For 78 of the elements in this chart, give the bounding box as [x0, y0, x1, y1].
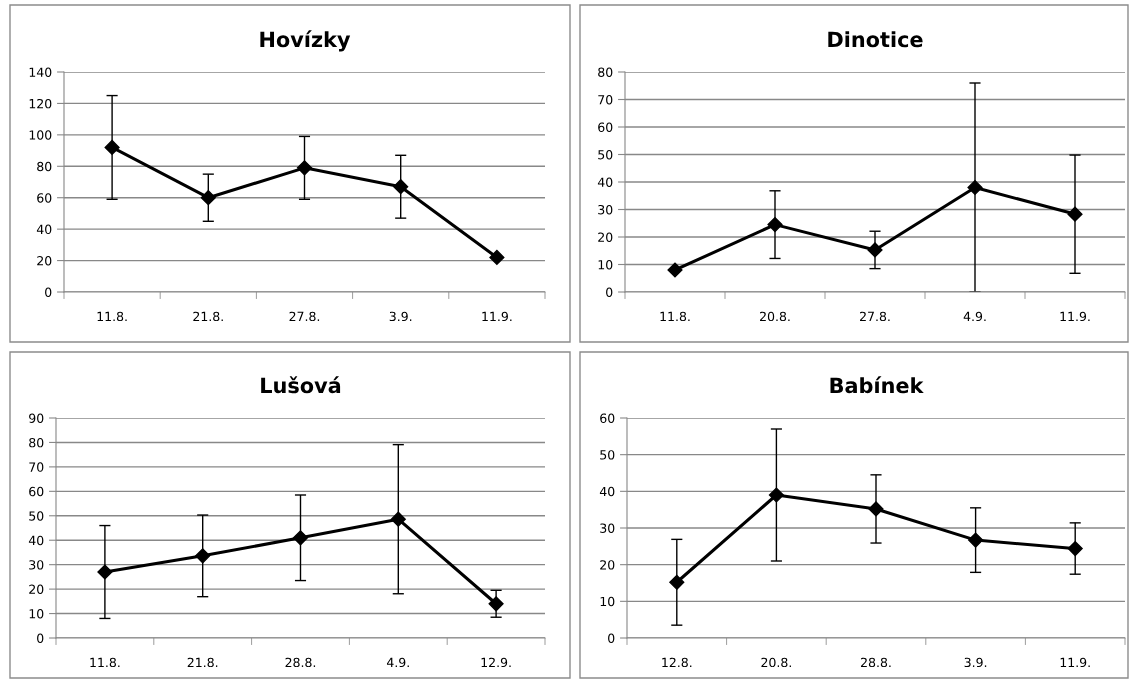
y-tick-label: 10	[600, 596, 615, 607]
chart-title: Hovízky	[260, 30, 351, 52]
point	[292, 530, 309, 546]
y-tick-label: 0	[606, 287, 613, 297]
x-tick-label: 27.8.	[289, 311, 320, 322]
x-tick-label: 12.8.	[662, 657, 692, 668]
y-tick-label: 20	[598, 232, 613, 242]
point	[667, 262, 683, 278]
y-tick-label: 10	[598, 259, 613, 270]
y-tick-label: 40	[599, 486, 615, 497]
point	[767, 217, 783, 233]
point	[195, 548, 211, 564]
x-tick-label: 11.9.	[482, 311, 512, 322]
y-tick-label: 20	[37, 256, 52, 266]
x-tick-label: 27.8.	[860, 311, 890, 322]
x-tick-label: 11.9.	[1060, 657, 1090, 668]
point	[104, 139, 120, 155]
y-tick-label: 50	[598, 149, 613, 160]
x-tick-label: 20.8.	[760, 311, 790, 322]
point	[390, 511, 406, 527]
y-tick-label: 100	[29, 130, 52, 140]
y-tick-label: 0	[608, 633, 615, 643]
y-tick-label: 30	[600, 523, 615, 533]
point	[867, 242, 883, 258]
x-tick-label: 11.8.	[90, 657, 120, 668]
y-tick-label: 0	[45, 287, 52, 297]
y-tick-label: 80	[29, 437, 44, 448]
chart-title: Dinotice	[828, 31, 923, 48]
chart-title: Lušová	[261, 376, 341, 394]
x-tick-label: 28.8.	[861, 657, 891, 668]
y-tick-label: 60	[600, 413, 615, 423]
point	[200, 190, 216, 206]
y-tick-label: 60	[598, 122, 613, 132]
y-tick-label: 80	[37, 161, 52, 172]
x-tick-label: 3.9.	[389, 311, 412, 322]
y-tick-label: 70	[29, 462, 44, 472]
x-tick-label: 11.9.	[1060, 311, 1090, 322]
y-tick-label: 0	[37, 633, 44, 643]
y-tick-label: 60	[29, 486, 44, 497]
y-tick-label: 40	[36, 224, 52, 235]
x-tick-label: 20.8.	[761, 657, 791, 668]
y-tick-label: 50	[29, 511, 44, 521]
point	[97, 564, 113, 580]
point	[669, 574, 685, 590]
y-tick-label: 50	[600, 450, 615, 460]
point	[488, 596, 504, 612]
chart-title: Babínek	[830, 376, 924, 394]
x-tick-label: 3.9.	[964, 657, 987, 668]
point	[1067, 540, 1083, 557]
point	[967, 179, 983, 196]
x-tick-label: 21.8.	[193, 311, 223, 322]
y-tick-label: 60	[37, 193, 52, 203]
x-tick-label: 4.9.	[386, 657, 409, 668]
x-tick-label: 11.8.	[97, 311, 127, 322]
point	[968, 532, 984, 548]
y-tick-label: 120	[29, 98, 52, 109]
y-tick-label: 140	[29, 67, 52, 77]
point	[768, 487, 784, 503]
point	[296, 160, 313, 176]
x-tick-label: 11.8.	[660, 311, 690, 322]
point	[393, 179, 409, 195]
x-tick-label: 21.8.	[187, 657, 218, 668]
y-tick-label: 80	[598, 67, 613, 77]
y-tick-label: 90	[29, 413, 44, 423]
y-tick-label: 30	[29, 560, 44, 570]
y-tick-label: 20	[600, 560, 615, 570]
y-tick-label: 30	[598, 204, 613, 215]
x-tick-label: 28.8.	[285, 657, 316, 668]
y-tick-label: 20	[29, 584, 44, 595]
y-tick-label: 10	[29, 609, 44, 619]
x-tick-label: 4.9.	[963, 311, 986, 322]
point	[1067, 206, 1083, 222]
point	[489, 249, 505, 265]
x-tick-label: 12.9.	[481, 657, 511, 668]
point	[868, 501, 884, 517]
y-tick-label: 40	[28, 535, 44, 546]
y-tick-label: 70	[598, 94, 613, 105]
y-tick-label: 40	[597, 177, 613, 187]
